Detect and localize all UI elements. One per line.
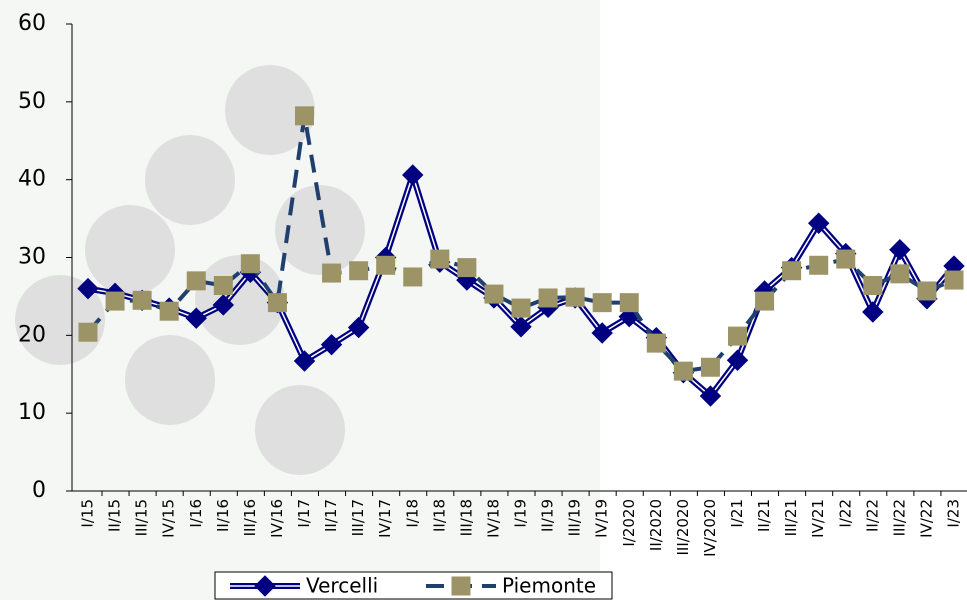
data-point bbox=[510, 316, 532, 338]
x-tick-label: II/19 bbox=[539, 499, 557, 532]
data-point bbox=[592, 293, 612, 313]
y-tick-label: 50 bbox=[18, 89, 46, 114]
data-point bbox=[511, 298, 531, 318]
y-tick-label: 30 bbox=[18, 245, 46, 270]
data-point bbox=[185, 307, 207, 329]
x-tick-label: IV/21 bbox=[809, 499, 827, 538]
data-point bbox=[699, 385, 722, 407]
x-tick-label: I/2020 bbox=[620, 499, 638, 547]
data-point bbox=[402, 164, 424, 186]
x-tick-label: IV/19 bbox=[593, 499, 611, 538]
data-point bbox=[132, 290, 152, 310]
x-tick-label: I/21 bbox=[728, 499, 746, 528]
data-point bbox=[159, 301, 179, 321]
x-tick-label: I/17 bbox=[295, 499, 313, 528]
data-point bbox=[403, 267, 423, 287]
data-point bbox=[186, 271, 206, 291]
data-point bbox=[807, 212, 830, 234]
data-point bbox=[320, 333, 343, 356]
data-point bbox=[349, 261, 369, 281]
data-point bbox=[809, 255, 829, 275]
data-point bbox=[890, 264, 910, 284]
x-tick-label: III/17 bbox=[349, 499, 367, 536]
data-point bbox=[322, 263, 342, 283]
data-point bbox=[863, 276, 883, 296]
data-point bbox=[646, 333, 666, 353]
x-tick-label: I/18 bbox=[403, 499, 421, 528]
data-point bbox=[565, 287, 585, 307]
x-tick-label: II/17 bbox=[322, 499, 340, 532]
x-tick-label: II/16 bbox=[214, 499, 232, 532]
x-tick-label: IV/18 bbox=[484, 499, 502, 538]
x-tick-label: II/22 bbox=[863, 499, 881, 532]
data-point bbox=[944, 270, 964, 290]
y-tick-label: 10 bbox=[18, 400, 46, 425]
x-tick-label: III/18 bbox=[457, 499, 475, 536]
data-point bbox=[484, 284, 504, 304]
y-tick-label: 0 bbox=[32, 478, 46, 503]
x-tick-label: I/19 bbox=[512, 499, 530, 528]
data-point bbox=[105, 291, 125, 311]
data-point bbox=[347, 316, 370, 339]
x-tick-label: III/16 bbox=[241, 499, 259, 536]
legend-label: Piemonte bbox=[502, 574, 596, 598]
data-point bbox=[755, 291, 775, 311]
legend-marker bbox=[451, 576, 471, 596]
data-point bbox=[917, 281, 937, 301]
data-point bbox=[376, 255, 396, 275]
y-tick-label: 40 bbox=[18, 167, 46, 192]
x-tick-label: III/2020 bbox=[674, 499, 692, 556]
x-tick-label: IV/2020 bbox=[701, 499, 719, 557]
x-tick-label: II/21 bbox=[755, 499, 773, 532]
x-tick-label: I/23 bbox=[945, 499, 963, 528]
x-tick-label: III/19 bbox=[566, 499, 584, 536]
x-tick-label: I/22 bbox=[836, 499, 854, 528]
legend: Vercelli Piemonte bbox=[214, 571, 613, 600]
data-point bbox=[267, 293, 287, 313]
y-tick-label: 60 bbox=[18, 11, 46, 36]
data-point bbox=[295, 106, 314, 126]
data-point bbox=[213, 276, 233, 296]
legend-label: Vercelli bbox=[306, 574, 378, 598]
data-point bbox=[77, 277, 99, 300]
data-point bbox=[782, 261, 802, 281]
x-tick-label: II/15 bbox=[106, 499, 124, 532]
x-tick-label: III/22 bbox=[890, 499, 908, 536]
legend-marker bbox=[254, 575, 276, 597]
data-point bbox=[457, 258, 477, 278]
x-tick-label: IV/15 bbox=[160, 499, 178, 538]
x-tick-label: II/2020 bbox=[647, 499, 665, 551]
data-point bbox=[726, 349, 749, 371]
x-tick-label: IV/22 bbox=[917, 499, 935, 538]
data-point bbox=[836, 249, 856, 269]
data-point bbox=[862, 301, 884, 323]
data-point bbox=[78, 322, 98, 342]
data-point bbox=[293, 350, 316, 372]
y-tick-label: 20 bbox=[18, 322, 46, 347]
x-tick-label: III/15 bbox=[133, 499, 151, 536]
data-point bbox=[889, 239, 911, 261]
x-tick-label: III/21 bbox=[782, 499, 800, 536]
data-point bbox=[673, 361, 693, 381]
x-tick-label: II/18 bbox=[430, 499, 448, 532]
data-point bbox=[240, 254, 260, 274]
data-point bbox=[430, 249, 450, 269]
data-point bbox=[619, 293, 639, 313]
x-tick-label: I/15 bbox=[79, 499, 97, 528]
x-tick-label: IV/17 bbox=[376, 499, 394, 538]
data-point bbox=[728, 326, 747, 346]
data-point bbox=[212, 294, 235, 316]
data-point bbox=[591, 322, 613, 344]
data-point bbox=[700, 357, 720, 377]
data-point bbox=[538, 288, 558, 308]
x-tick-label: IV/16 bbox=[268, 499, 286, 538]
x-tick-label: I/16 bbox=[187, 499, 205, 528]
